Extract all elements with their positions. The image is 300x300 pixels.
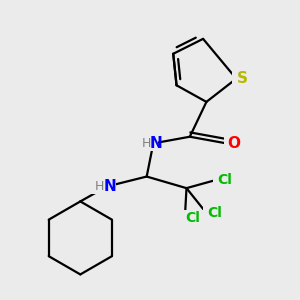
- FancyBboxPatch shape: [134, 135, 158, 151]
- FancyBboxPatch shape: [181, 210, 204, 226]
- Text: S: S: [237, 71, 248, 86]
- Text: N: N: [104, 179, 117, 194]
- Text: Cl: Cl: [217, 173, 232, 187]
- FancyBboxPatch shape: [91, 178, 116, 194]
- Text: Cl: Cl: [207, 206, 222, 220]
- FancyBboxPatch shape: [213, 172, 236, 188]
- Text: N: N: [150, 136, 163, 151]
- Text: H: H: [141, 137, 151, 150]
- Text: O: O: [227, 136, 240, 151]
- Text: Cl: Cl: [185, 211, 200, 225]
- Text: H: H: [95, 180, 104, 193]
- FancyBboxPatch shape: [203, 205, 226, 221]
- FancyBboxPatch shape: [232, 70, 252, 87]
- FancyBboxPatch shape: [224, 135, 243, 151]
